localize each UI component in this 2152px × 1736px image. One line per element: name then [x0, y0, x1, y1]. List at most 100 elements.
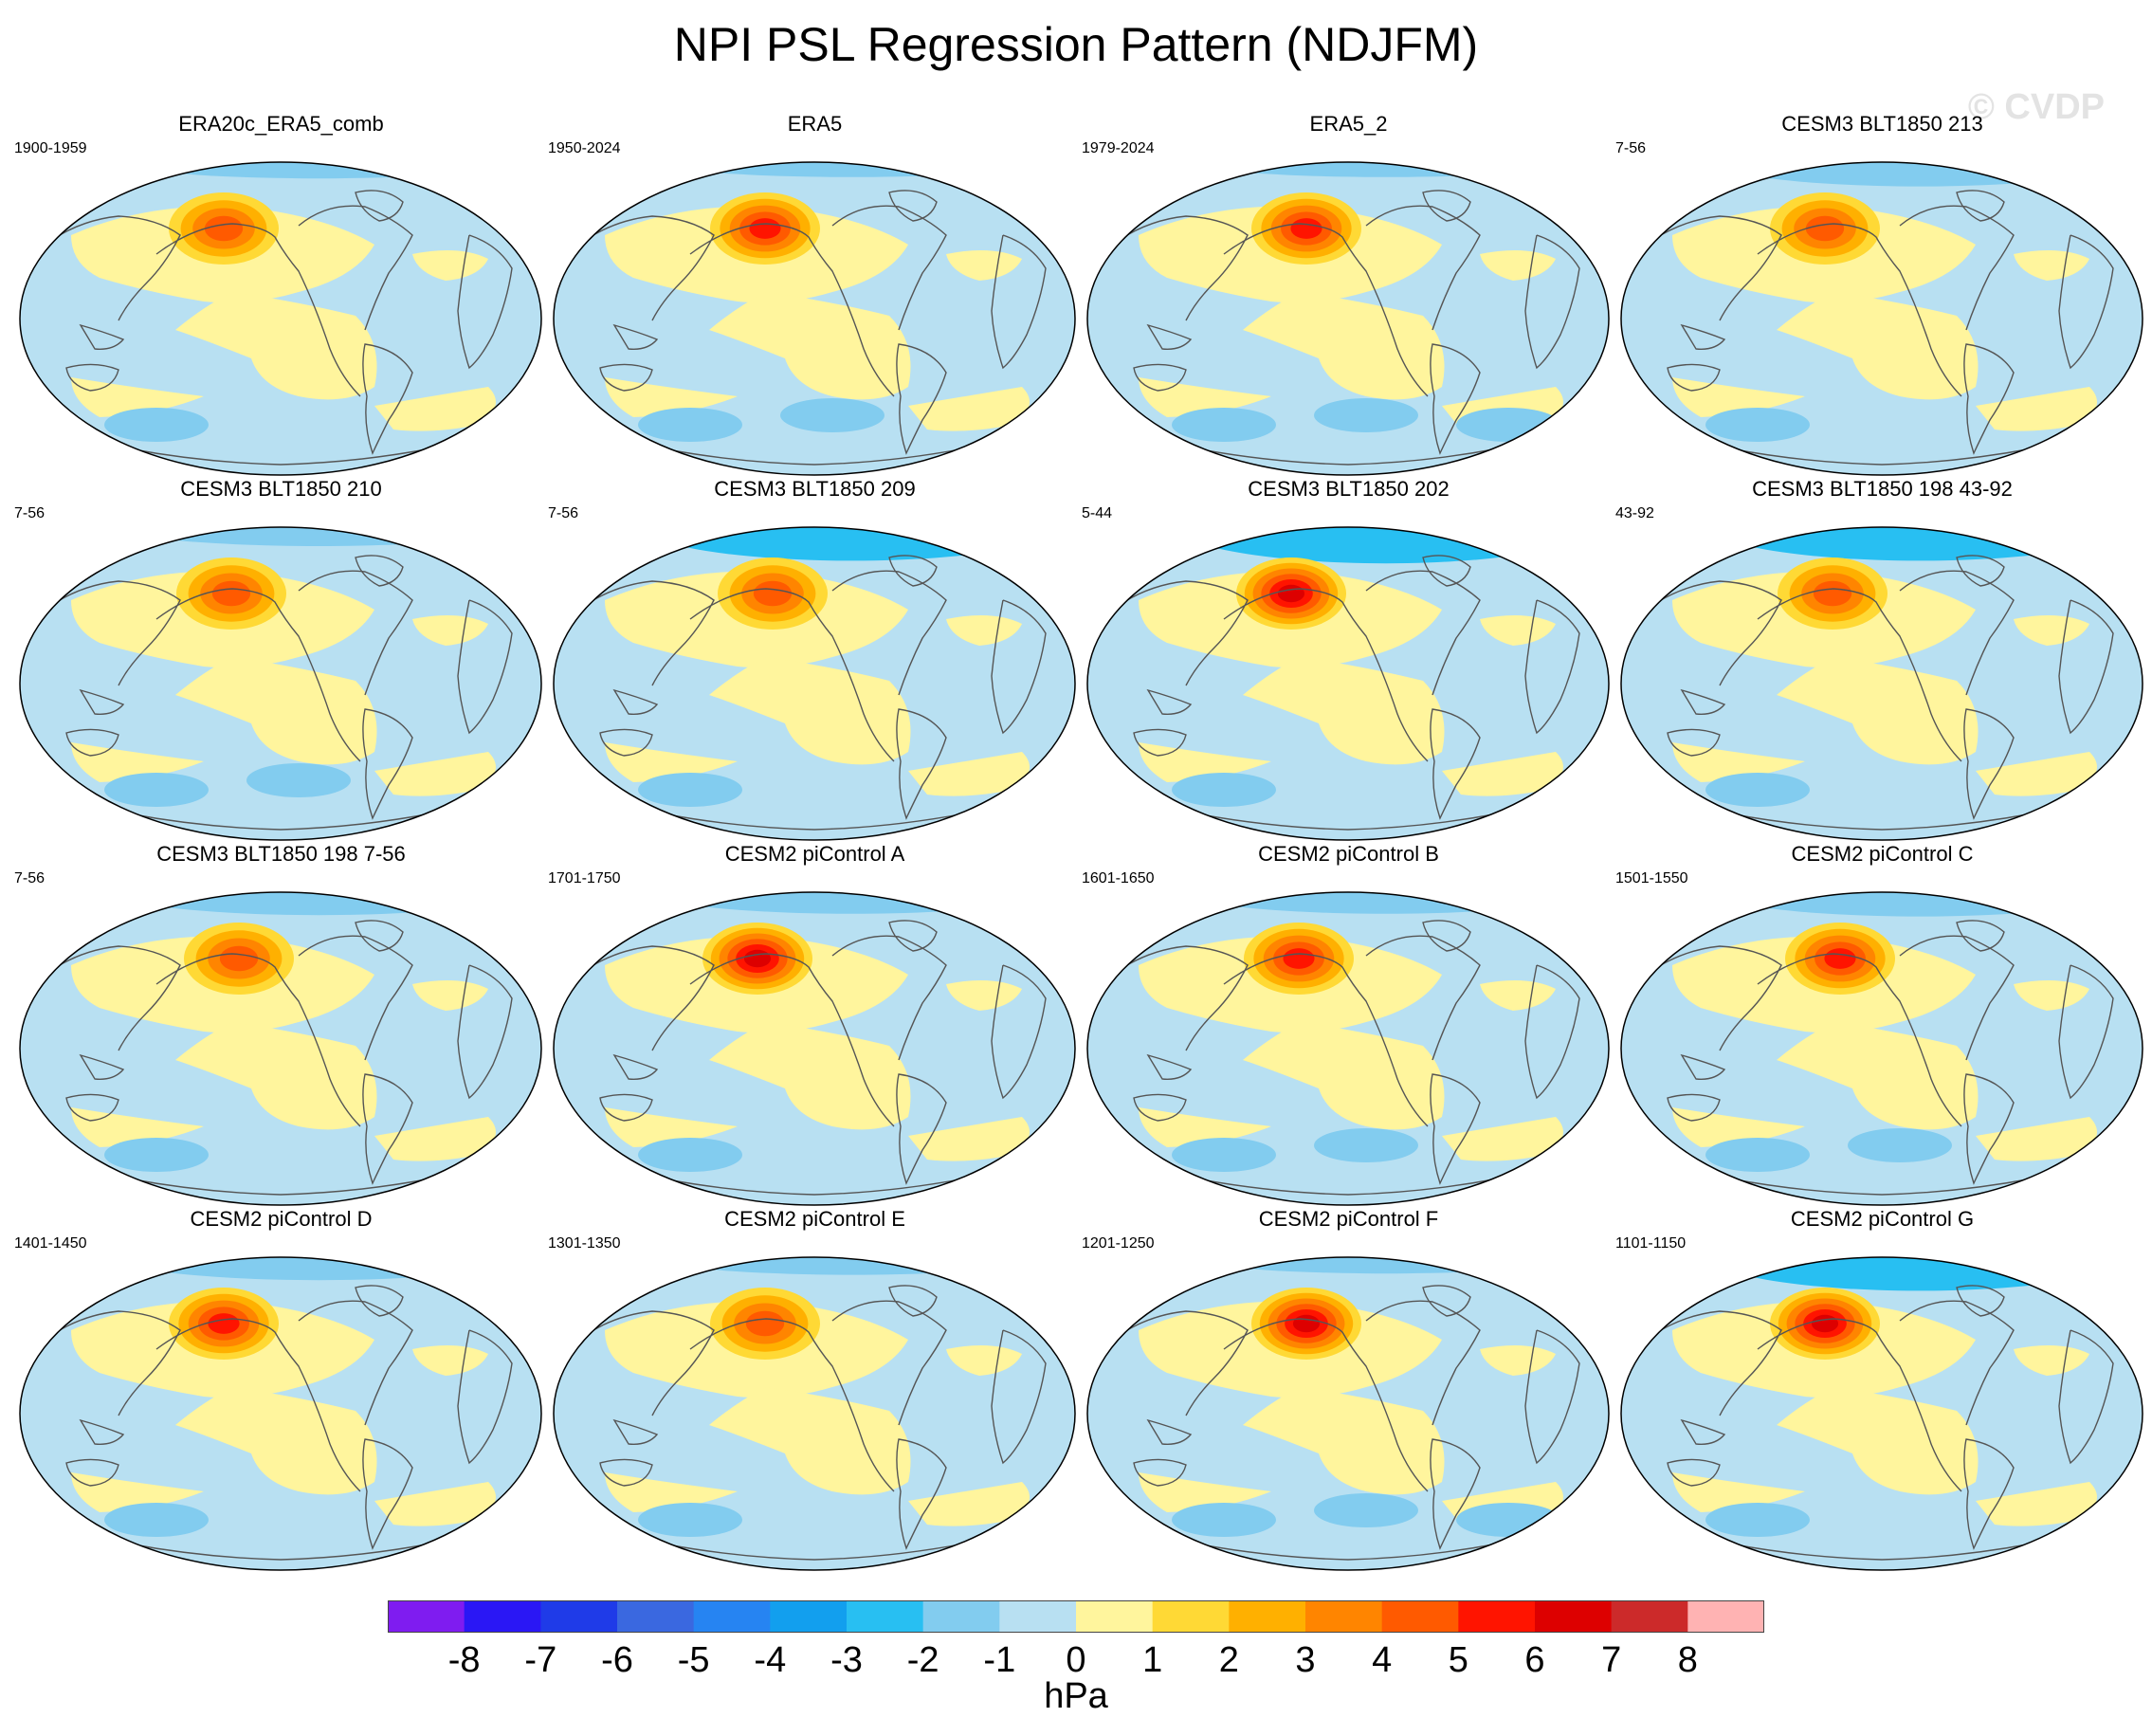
coastline	[1633, 1310, 1782, 1416]
coastline	[355, 190, 404, 222]
coastline	[127, 1178, 432, 1196]
colorbar-tick-label: -4	[754, 1640, 787, 1680]
coastline	[1195, 1543, 1500, 1561]
coastline	[599, 363, 653, 392]
coastline	[2058, 599, 2114, 735]
coastline	[1223, 1318, 1429, 1492]
panel-period: 7-56	[14, 505, 46, 521]
map-border	[19, 1256, 542, 1571]
colorbar-tick-label: 8	[1677, 1640, 1698, 1680]
coastline	[1524, 599, 1580, 735]
coastline	[1430, 1073, 1481, 1185]
map-plot	[553, 161, 1076, 476]
positive-anomaly-region	[1480, 250, 1556, 281]
panel-period: 43-92	[1615, 505, 1654, 521]
negative-anomaly-region	[246, 763, 351, 797]
arctic-negative-anomaly	[1168, 1257, 1604, 1274]
colorbar-tick-label: 3	[1295, 1640, 1316, 1680]
map-border	[1086, 891, 1610, 1206]
coastline	[1146, 323, 1193, 350]
positive-anomaly-region	[175, 657, 377, 765]
coastline	[689, 1318, 895, 1492]
positive-anomaly-region	[1243, 292, 1445, 400]
panel-title: CESM2 piControl D	[190, 1207, 373, 1231]
positive-anomaly-region	[709, 292, 911, 400]
map-border	[553, 1256, 1076, 1571]
coastline	[1680, 688, 1726, 715]
positive-anomaly-region	[709, 1022, 911, 1130]
positive-anomaly-region	[946, 980, 1022, 1011]
aleutian-contour	[1813, 580, 1852, 607]
map-plot	[553, 526, 1076, 841]
map-border	[1620, 1256, 2143, 1571]
coastline	[1422, 920, 1471, 952]
panel-title: ERA20c_ERA5_comb	[178, 112, 384, 136]
negative-anomaly-region	[104, 408, 209, 442]
negative-anomaly-region	[638, 408, 742, 442]
map-plot	[1620, 1256, 2143, 1571]
coastline	[127, 813, 432, 831]
map-border	[19, 891, 542, 1206]
colorbar-swatch	[1229, 1600, 1306, 1633]
coastline	[1680, 1053, 1726, 1080]
page-title: NPI PSL Regression Pattern (NDJFM)	[673, 18, 1479, 71]
map-panel: CESM2 piControl G 1101-1150	[1615, 1207, 2149, 1577]
map-panel: CESM3 BLT1850 202 5-44	[1082, 477, 1615, 847]
map-panel: CESM2 piControl B 1601-1650	[1082, 842, 1615, 1212]
panel-period: 1401-1450	[14, 1235, 87, 1252]
map-plot	[19, 526, 542, 841]
coastline	[831, 1300, 947, 1426]
coastline	[65, 1458, 119, 1487]
colorbar-tick-label: 4	[1372, 1640, 1393, 1680]
positive-anomaly-region	[946, 1345, 1022, 1376]
arctic-negative-anomaly	[100, 892, 537, 916]
coastline	[1100, 580, 1249, 686]
coastline	[298, 1300, 413, 1426]
positive-anomaly-region	[908, 1117, 1030, 1161]
colorbar-swatch	[464, 1600, 541, 1633]
coastline	[991, 599, 1047, 735]
panel-period: 1900-1959	[14, 140, 87, 156]
colorbar-swatch	[1611, 1600, 1688, 1633]
aleutian-contour	[204, 215, 244, 242]
map-panel: CESM3 BLT1850 213 7-56	[1615, 112, 2149, 482]
positive-anomaly-region	[1777, 1022, 1979, 1130]
aleutian-contour	[219, 945, 259, 972]
aleutian-contour	[1805, 215, 1845, 242]
map-plot	[1086, 526, 1610, 841]
coastline	[1223, 953, 1429, 1127]
positive-anomaly-region	[908, 387, 1030, 431]
map-border	[553, 891, 1076, 1206]
aleutian-contour	[743, 949, 772, 968]
map-border	[1620, 526, 2143, 841]
negative-anomaly-region	[638, 1138, 742, 1172]
map-plot	[553, 891, 1076, 1206]
colorbar-tick-label: -6	[601, 1640, 633, 1680]
colorbar-tick-label: 1	[1142, 1640, 1163, 1680]
coastline	[1963, 1438, 2015, 1550]
panel-title: CESM3 BLT1850 209	[714, 477, 916, 501]
positive-anomaly-region	[2014, 980, 2089, 1011]
coastline	[155, 223, 361, 397]
positive-anomaly-region	[374, 387, 496, 431]
colorbar-tick-label: 7	[1601, 1640, 1622, 1680]
panel-period: 1601-1650	[1082, 870, 1155, 886]
map-panel: CESM2 piControl F 1201-1250	[1082, 1207, 1615, 1577]
coastline	[298, 570, 413, 696]
coastline	[661, 813, 966, 831]
coastline	[1956, 1285, 2005, 1317]
positive-anomaly-region	[175, 1022, 377, 1130]
panel-title: CESM3 BLT1850 202	[1248, 477, 1450, 501]
aleutian-contour	[1824, 948, 1856, 969]
map-plot	[1620, 161, 2143, 476]
coastline	[1430, 1438, 1481, 1550]
coastline	[457, 1329, 513, 1465]
panel-title: CESM3 BLT1850 213	[1781, 112, 1983, 136]
coastline	[1757, 953, 1962, 1127]
colorbar-tick-label: -2	[906, 1640, 939, 1680]
panel-period: 7-56	[14, 870, 46, 886]
panel-title: ERA5	[787, 112, 843, 136]
map-panel: ERA5_2 1979-2024	[1082, 112, 1615, 482]
coastline	[1680, 1418, 1726, 1445]
panel-period: 1979-2024	[1082, 140, 1155, 156]
